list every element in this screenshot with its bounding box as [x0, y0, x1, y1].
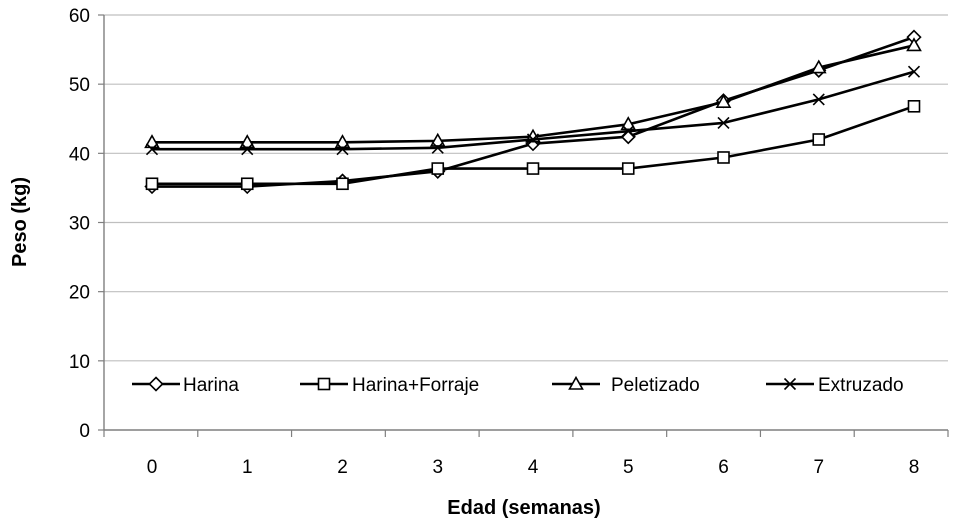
data-point-square — [145, 177, 159, 191]
data-series — [144, 29, 922, 195]
x-tick-label: 6 — [718, 457, 729, 478]
data-point-triangle — [334, 134, 351, 149]
legend-item: Harina — [128, 369, 252, 399]
legend-item: Extruzado — [762, 369, 919, 399]
legend-label: Peletizado — [611, 375, 700, 396]
data-point-x — [717, 116, 730, 129]
y-tick-label: 40 — [69, 144, 90, 165]
data-point-x — [145, 143, 159, 156]
x-tick-label: 0 — [147, 457, 158, 478]
y-tick-label: 50 — [69, 75, 90, 96]
x-tick-label: 2 — [337, 457, 348, 478]
data-point-square — [812, 133, 826, 146]
x-tick-label: 8 — [909, 457, 920, 478]
series-peletizado — [144, 37, 922, 149]
data-point-triangle — [810, 59, 827, 74]
data-point-square — [907, 100, 921, 113]
y-axis-title: Peso (kg) — [9, 177, 31, 267]
x-tick-label: 7 — [813, 457, 824, 478]
y-tick-label: 0 — [79, 421, 90, 442]
legend-label: Extruzado — [818, 375, 904, 396]
data-point-x — [241, 143, 254, 156]
x-tick-label: 3 — [432, 457, 443, 478]
data-point-triangle — [568, 375, 584, 390]
data-point-triangle — [906, 37, 922, 52]
data-point-square — [431, 162, 445, 175]
data-point-square — [317, 377, 331, 391]
data-point-x — [431, 141, 444, 154]
data-point-x — [812, 93, 825, 106]
x-tick-label: 1 — [242, 457, 253, 478]
data-point-triangle — [239, 134, 256, 149]
data-point-triangle — [144, 134, 160, 149]
data-point-triangle — [429, 132, 446, 147]
axes: 0 10 20 30 40 50 60 0 1 2 3 4 5 6 7 8 — [69, 6, 949, 478]
x-tick-label: 4 — [528, 457, 539, 478]
data-point-square — [621, 162, 635, 175]
x-tick-label: 5 — [623, 457, 634, 478]
x-axis-title: Edad (semanas) — [447, 497, 600, 519]
y-tick-label: 20 — [69, 283, 90, 304]
data-point-x — [783, 377, 797, 391]
data-point-triangle — [620, 116, 637, 131]
data-point-square — [336, 177, 349, 191]
y-tick-label: 30 — [69, 214, 90, 235]
data-point-triangle — [715, 94, 732, 108]
series-extruzado — [145, 65, 921, 156]
data-point-square — [526, 162, 540, 175]
legend-item: Peletizado — [548, 369, 722, 399]
legend-item: Harina+Forraje — [296, 369, 505, 399]
grid-lines — [104, 14, 948, 362]
data-point-x — [622, 125, 635, 138]
data-point-x — [336, 143, 349, 156]
y-tick-label: 10 — [69, 352, 90, 373]
y-tick-label: 60 — [69, 6, 90, 27]
legend-label: Harina+Forraje — [352, 375, 479, 396]
data-point-square — [240, 177, 254, 191]
series-harina-forraje — [145, 100, 921, 191]
legend-label: Harina — [183, 375, 239, 396]
data-point-diamond — [148, 376, 164, 392]
data-point-x — [907, 65, 921, 78]
data-point-square — [717, 151, 730, 164]
legend: Harina Harina+Forraje Peletizado Extruzado — [128, 369, 919, 399]
data-point-x — [526, 133, 540, 146]
series-line — [152, 44, 915, 144]
